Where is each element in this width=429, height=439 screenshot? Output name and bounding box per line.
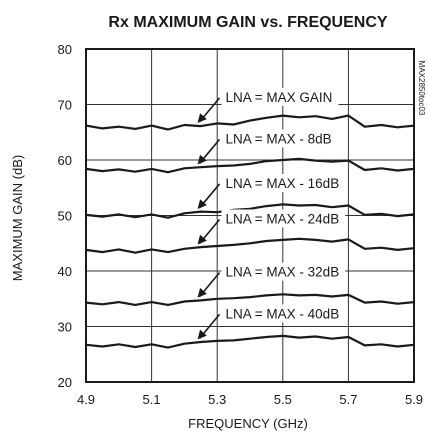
series-line-2 xyxy=(85,203,415,219)
x-tick-label: 5.9 xyxy=(405,392,423,407)
annotation-arrowhead xyxy=(197,113,207,123)
annotation-label: LNA = MAX GAIN xyxy=(226,90,333,105)
x-axis-label: FREQUENCY (GHz) xyxy=(188,416,308,431)
annotation-arrowhead xyxy=(197,234,207,245)
y-tick-label: 50 xyxy=(58,209,72,224)
y-tick-label: 60 xyxy=(58,153,72,168)
annotation-label-bg xyxy=(221,87,339,106)
series-line-4 xyxy=(85,293,415,306)
series-line-5 xyxy=(85,334,415,349)
x-tick-label: 5.5 xyxy=(274,392,292,407)
tick-labels: 4.9 5.1 5.3 5.5 5.7 5.9 20 30 40 50 60 70 80 xyxy=(58,42,424,407)
x-tick-label: 5.1 xyxy=(143,392,161,407)
annotation-label: LNA = MAX - 40dB xyxy=(226,306,340,321)
chart-title: Rx MAXIMUM GAIN vs. FREQUENCY xyxy=(108,14,387,31)
x-tick-label: 5.7 xyxy=(339,392,357,407)
annotation-arrowhead xyxy=(197,329,207,340)
annotation-arrowhead xyxy=(197,199,207,209)
annotation-label: LNA = MAX - 8dB xyxy=(226,131,332,146)
annotation-arrowhead xyxy=(197,287,207,298)
annotation-label: LNA = MAX - 24dB xyxy=(226,211,340,226)
x-tick-label: 5.3 xyxy=(208,392,226,407)
series-annotations: LNA = MAX GAIN LNA = MAX - 8dB LNA = MAX -… xyxy=(197,87,346,340)
plot-frame xyxy=(85,48,415,383)
annotation-label-bg xyxy=(221,209,346,228)
figure-code: MAX2850toc03 xyxy=(417,61,426,116)
annotation-label: LNA = MAX - 16dB xyxy=(226,176,340,191)
y-tick-label: 30 xyxy=(58,320,72,335)
y-tick-label: 70 xyxy=(58,98,72,113)
y-tick-label: 80 xyxy=(58,42,72,57)
annotation-arrowhead xyxy=(197,154,207,165)
series-line-3 xyxy=(85,237,415,254)
series-line-0 xyxy=(85,114,415,131)
data-series xyxy=(85,114,415,349)
x-tick-label: 4.9 xyxy=(77,392,95,407)
annotation-label-bg xyxy=(221,129,338,148)
y-tick-label: 40 xyxy=(58,264,72,279)
annotation-label-bg xyxy=(221,262,346,281)
series-line-1 xyxy=(85,157,415,174)
annotation-label-bg xyxy=(221,173,346,192)
annotation-label-bg xyxy=(221,304,346,323)
y-axis-label: MAXIMUM GAIN (dB) xyxy=(10,155,25,281)
y-tick-label: 20 xyxy=(58,375,72,390)
annotation-label: LNA = MAX - 32dB xyxy=(226,265,340,280)
